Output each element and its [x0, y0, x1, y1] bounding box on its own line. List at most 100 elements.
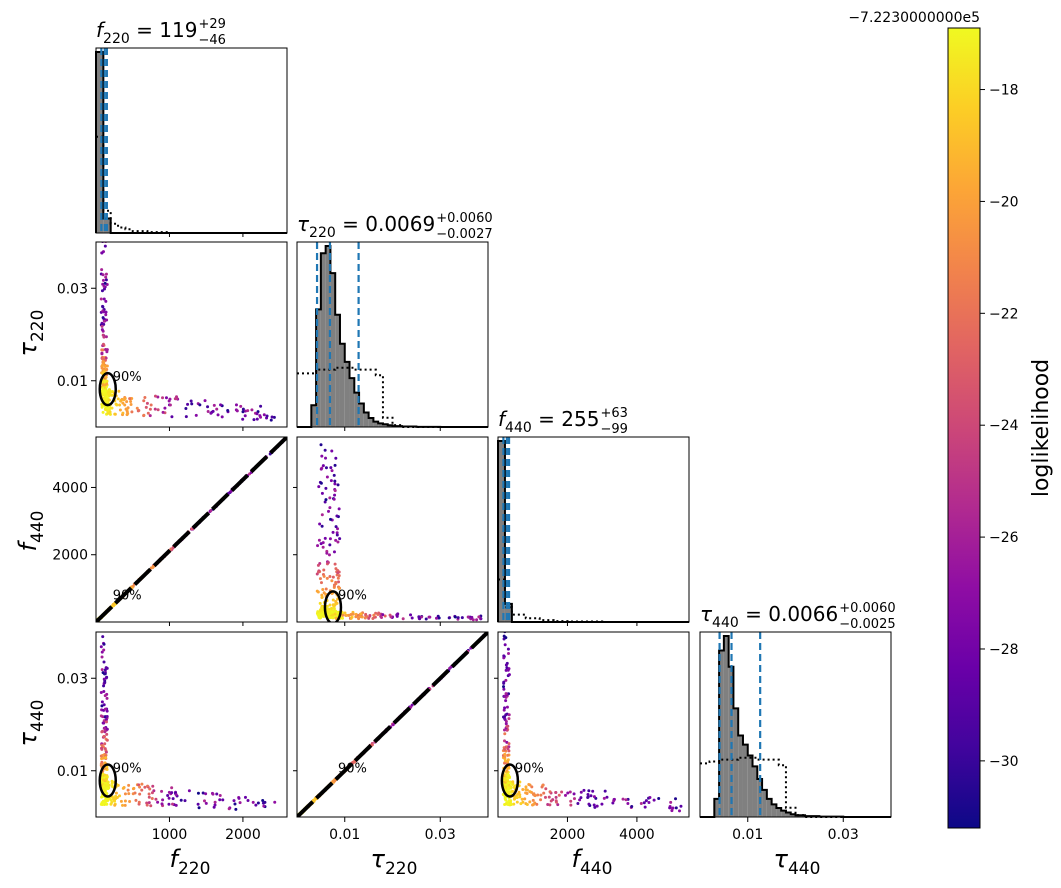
sample-point — [540, 785, 544, 789]
sample-point — [671, 806, 675, 810]
sample-point — [113, 803, 117, 807]
sample-point — [322, 568, 326, 572]
sample-point — [137, 783, 141, 787]
sample-point — [204, 801, 208, 805]
sample-point — [332, 584, 336, 588]
sample-point — [124, 407, 128, 411]
colorbar-tick-label: −24 — [989, 418, 1019, 434]
sample-point — [202, 799, 206, 803]
sample-point — [103, 727, 107, 731]
sample-point — [170, 786, 174, 790]
contour-label: 90% — [515, 761, 544, 776]
y-label-f_440: f440 — [14, 511, 48, 552]
sample-point — [539, 793, 543, 797]
sample-point — [626, 801, 630, 805]
panel-frame — [95, 631, 288, 818]
sample-point — [104, 313, 108, 317]
scatter-points: 90% — [98, 632, 277, 811]
sample-point — [621, 797, 625, 801]
sample-point — [383, 614, 387, 618]
sample-point — [521, 788, 525, 792]
sample-point — [507, 652, 511, 656]
sample-point — [329, 517, 333, 521]
contour-90 — [98, 371, 117, 407]
hist-bar — [96, 52, 104, 233]
sample-point — [203, 399, 207, 403]
sample-point — [502, 777, 506, 781]
sample-point — [123, 803, 127, 807]
sample-point — [110, 393, 114, 397]
sample-point — [255, 412, 259, 416]
sample-point — [174, 803, 178, 807]
sample-point — [241, 407, 245, 411]
sample-point — [325, 551, 329, 555]
sample-point — [318, 614, 322, 618]
sample-point — [218, 798, 222, 802]
sample-point — [143, 395, 147, 399]
sample-point — [169, 547, 173, 551]
hist-bar — [344, 361, 350, 427]
sample-point — [127, 792, 131, 796]
sample-point — [149, 403, 153, 407]
panel-bg — [498, 437, 689, 622]
sample-point — [235, 409, 239, 413]
sample-point — [333, 479, 337, 483]
scatter-points: 90% — [96, 437, 287, 622]
sample-point — [104, 368, 108, 372]
sample-point — [331, 575, 335, 579]
sample-point — [99, 297, 103, 301]
sample-point — [669, 800, 673, 804]
sample-point — [503, 728, 507, 732]
sample-point — [611, 801, 615, 805]
sample-point — [121, 786, 125, 790]
title-tau_220: τ220 = 0.0069 — [297, 212, 435, 241]
sample-point — [318, 522, 322, 526]
hist-bar — [766, 798, 772, 817]
sample-point — [104, 720, 108, 724]
sample-point — [587, 802, 591, 806]
sample-point — [374, 611, 378, 615]
sample-point — [105, 696, 109, 700]
sample-point — [530, 785, 534, 789]
sample-point — [330, 469, 334, 473]
sample-point — [329, 466, 333, 470]
sample-point — [396, 612, 400, 616]
sample-point — [101, 715, 105, 719]
sample-point — [333, 493, 337, 497]
scatter-tau_440-vs-tau_220: 90% — [296, 631, 489, 818]
prior-line — [700, 756, 891, 818]
sample-point — [100, 746, 104, 750]
sample-point — [572, 797, 576, 801]
sample-point — [372, 613, 376, 617]
sample-point — [102, 690, 106, 694]
sample-point — [146, 784, 150, 788]
sample-point — [198, 403, 202, 407]
sample-point — [544, 787, 548, 791]
sample-point — [318, 601, 322, 605]
sample-point — [334, 456, 338, 460]
sample-point — [563, 793, 567, 797]
sample-point — [160, 789, 164, 793]
sample-point — [211, 792, 215, 796]
sample-point — [519, 802, 523, 806]
hist-bar — [373, 421, 379, 427]
sample-point — [150, 797, 154, 801]
sample-point — [103, 394, 107, 398]
sample-point — [504, 636, 508, 640]
sample-point — [668, 806, 672, 810]
sample-point — [578, 798, 582, 802]
sample-point — [239, 404, 243, 408]
sample-point — [100, 668, 104, 672]
sample-point — [99, 691, 103, 695]
sample-point — [502, 685, 506, 689]
sample-point — [105, 738, 109, 742]
sample-point — [475, 618, 479, 622]
sample-point — [168, 403, 172, 407]
sample-point — [333, 482, 337, 486]
sample-point — [674, 797, 678, 801]
title-f_220: f220 = 119 — [96, 18, 197, 47]
sample-point — [104, 777, 108, 781]
title-lower-error: −99 — [600, 422, 627, 437]
sample-point — [101, 363, 105, 367]
sample-point — [227, 807, 231, 811]
